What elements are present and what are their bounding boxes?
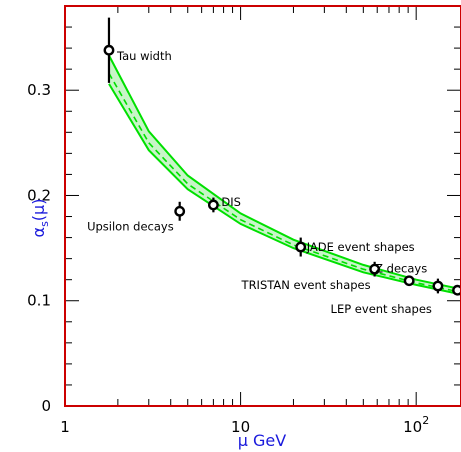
data-point bbox=[369, 263, 381, 275]
y-axis-title: αs(μ) bbox=[29, 199, 51, 238]
point-label: TRISTAN event shapes bbox=[241, 278, 371, 292]
point-label: Z decays bbox=[375, 262, 427, 276]
y-tick-label: 0.1 bbox=[27, 292, 51, 310]
data-point bbox=[295, 241, 307, 253]
point-label: LEP event shapes bbox=[331, 302, 432, 316]
labels-layer: Tau width Upsilon decays DIS JADE event sha… bbox=[87, 49, 432, 316]
x-axis-title: μ GeV bbox=[238, 431, 287, 450]
data-point bbox=[452, 284, 461, 296]
data-point bbox=[103, 44, 115, 56]
point-label: DIS bbox=[221, 195, 241, 209]
band-fill bbox=[109, 55, 461, 295]
data-point bbox=[432, 280, 444, 292]
band-upper-line bbox=[108, 55, 461, 291]
band-layer bbox=[108, 55, 461, 296]
y-tick-label: 0.3 bbox=[27, 81, 51, 99]
point-label: Tau width bbox=[116, 49, 172, 63]
data-point bbox=[403, 275, 415, 287]
point-label: JADE event shapes bbox=[306, 240, 415, 254]
band-center-line bbox=[108, 73, 461, 294]
point-label: Upsilon decays bbox=[87, 219, 174, 233]
x-tick-label: 1 bbox=[60, 418, 70, 436]
y-tick-label: 0 bbox=[41, 397, 51, 415]
x-tick-label: 102 bbox=[403, 414, 429, 436]
data-point bbox=[207, 199, 219, 211]
plot-frame bbox=[64, 5, 461, 407]
y-tick-label: 0.2 bbox=[27, 186, 51, 204]
x-tick-label: 10 bbox=[231, 418, 250, 436]
points-layer bbox=[103, 17, 461, 296]
ticks-layer: 0 0.1 0.2 0.3 1 10 102 bbox=[27, 6, 461, 436]
data-point bbox=[174, 205, 186, 217]
